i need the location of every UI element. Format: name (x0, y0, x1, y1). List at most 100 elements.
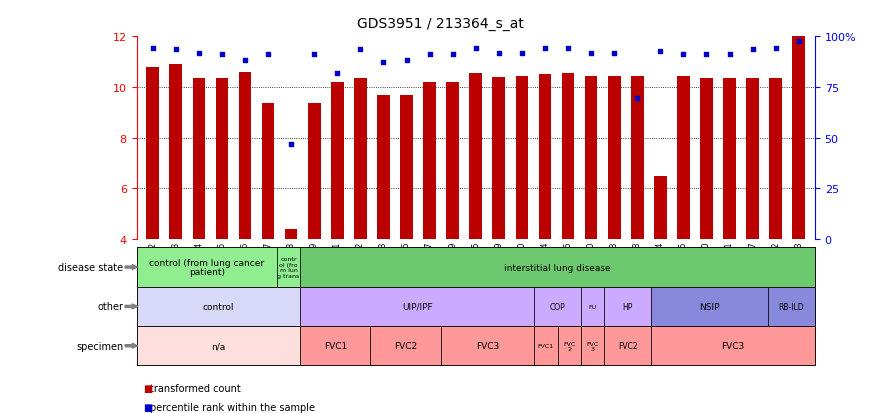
Point (238, 58, 252, 64)
Point (492, 50, 506, 57)
Bar (700, 79, 713, 240)
Bar (534, 287, 581, 326)
Bar (146, 67, 159, 240)
Bar (377, 95, 389, 240)
Bar (515, 76, 529, 240)
Bar (137, 248, 277, 287)
Text: NSIP: NSIP (700, 302, 720, 311)
Bar (239, 73, 251, 240)
Text: FVC3: FVC3 (476, 342, 499, 350)
Bar (581, 287, 604, 326)
Text: n/a: n/a (211, 342, 226, 350)
Point (330, 71, 344, 77)
Bar (300, 248, 815, 287)
Point (284, 141, 298, 148)
Point (630, 96, 644, 102)
Text: percentile rank within the sample: percentile rank within the sample (150, 402, 315, 412)
Bar (581, 326, 604, 366)
Bar (354, 79, 366, 240)
Point (515, 50, 529, 57)
Bar (654, 176, 667, 240)
Bar (307, 104, 321, 240)
Point (215, 52, 229, 58)
Bar (400, 95, 413, 240)
Point (538, 45, 552, 52)
Point (261, 52, 275, 58)
Text: GDS3951 / 213364_s_at: GDS3951 / 213364_s_at (357, 17, 524, 31)
Text: UIP/IPF: UIP/IPF (402, 302, 433, 311)
Bar (746, 79, 759, 240)
Bar (604, 287, 651, 326)
Point (607, 50, 621, 57)
Bar (470, 74, 482, 240)
Point (792, 39, 806, 45)
Bar (585, 76, 597, 240)
Bar (371, 326, 440, 366)
Bar (562, 74, 574, 240)
Text: FVC
2: FVC 2 (563, 341, 575, 351)
Text: transformed count: transformed count (150, 383, 241, 393)
Text: FVC3: FVC3 (722, 342, 744, 350)
Bar (768, 287, 815, 326)
Bar (558, 326, 581, 366)
Point (469, 45, 483, 52)
Text: FVC1: FVC1 (323, 342, 347, 350)
Bar (440, 326, 534, 366)
Bar (447, 83, 459, 240)
Point (353, 47, 367, 53)
Point (446, 52, 460, 58)
Bar (651, 326, 815, 366)
Bar (423, 83, 436, 240)
Bar (193, 79, 205, 240)
Bar (285, 230, 298, 240)
Bar (604, 326, 651, 366)
Bar (792, 37, 805, 240)
Bar (677, 76, 690, 240)
Text: FU: FU (589, 304, 596, 309)
Text: FVC2: FVC2 (394, 342, 417, 350)
Point (307, 52, 322, 58)
Bar (331, 83, 344, 240)
Text: interstitial lung disease: interstitial lung disease (504, 263, 611, 272)
Point (561, 45, 575, 52)
Bar (216, 79, 228, 240)
Bar (538, 75, 552, 240)
Bar (262, 104, 274, 240)
Bar (651, 287, 768, 326)
Text: FVC
3: FVC 3 (587, 341, 599, 351)
Point (584, 50, 598, 57)
Text: FVC1: FVC1 (538, 343, 554, 349)
Text: disease state: disease state (58, 262, 123, 273)
Bar (277, 248, 300, 287)
Bar (300, 287, 534, 326)
Text: control (from lung cancer
patient): control (from lung cancer patient) (149, 258, 264, 277)
Point (145, 45, 159, 52)
Text: COP: COP (550, 302, 566, 311)
Point (722, 52, 737, 58)
Text: HP: HP (623, 302, 633, 311)
Bar (631, 76, 644, 240)
Point (768, 45, 782, 52)
Bar (608, 76, 620, 240)
Text: ■: ■ (144, 383, 152, 393)
Point (192, 50, 206, 57)
Bar (169, 65, 182, 240)
Text: other: other (97, 301, 123, 312)
Text: ■: ■ (144, 402, 152, 412)
Bar (137, 326, 300, 366)
Point (677, 52, 691, 58)
Bar (534, 326, 558, 366)
Text: contr
ol (fro
m lun
g trans: contr ol (fro m lun g trans (278, 257, 300, 278)
Text: RB-ILD: RB-ILD (779, 302, 804, 311)
Point (745, 47, 759, 53)
Point (700, 52, 714, 58)
Text: FVC2: FVC2 (618, 342, 638, 350)
Bar (492, 78, 505, 240)
Point (376, 59, 390, 66)
Text: specimen: specimen (76, 341, 123, 351)
Text: control: control (203, 302, 234, 311)
Point (654, 49, 668, 56)
Point (169, 47, 183, 53)
Bar (300, 326, 371, 366)
Point (399, 58, 413, 64)
